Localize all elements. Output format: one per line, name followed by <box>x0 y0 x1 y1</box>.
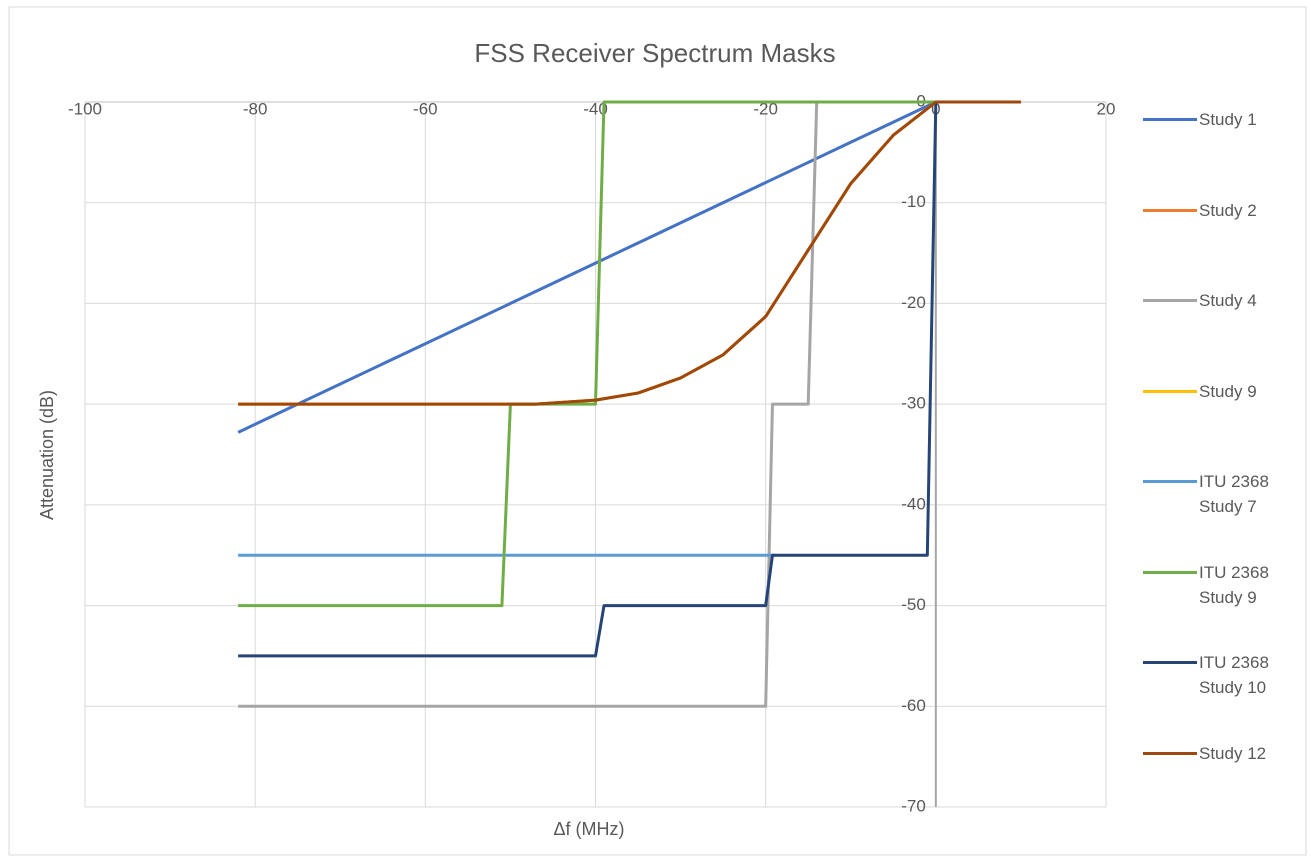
legend-item: ITU 2368 Study 10 <box>1143 650 1299 700</box>
series-line <box>238 100 1021 406</box>
legend-label: ITU 2368 Study 9 <box>1199 562 1269 607</box>
legend-swatch <box>1143 389 1197 393</box>
x-tick-label: -80 <box>243 99 268 118</box>
legend-item: Study 9 <box>1143 379 1299 404</box>
legend-swatch <box>1143 752 1197 755</box>
y-tick-label: -20 <box>901 293 926 312</box>
legend-item: Study 1 <box>1143 107 1299 132</box>
x-axis-label: Δf (MHz) <box>553 819 624 839</box>
y-tick-label: -60 <box>901 696 926 715</box>
series-line <box>238 100 1021 406</box>
x-tick-label: 20 <box>1097 99 1116 118</box>
y-tick-label: -40 <box>901 494 926 513</box>
y-tick-label: -30 <box>901 394 926 413</box>
legend-label: Study 2 <box>1199 200 1257 220</box>
legend-label: Study 4 <box>1199 291 1257 311</box>
series-line <box>238 101 938 658</box>
legend-swatch <box>1143 570 1197 574</box>
x-tick-label: -20 <box>753 99 778 118</box>
series-line <box>238 100 1021 406</box>
legend-item: ITU 2368 Study 7 <box>1143 469 1299 519</box>
legend-label: Study 9 <box>1199 381 1257 401</box>
y-tick-label: -10 <box>901 192 926 211</box>
legend-label: Study 1 <box>1199 110 1257 129</box>
legend-swatch <box>1143 208 1197 212</box>
y-tick-label: -50 <box>901 595 926 614</box>
y-tick-label: -70 <box>901 796 926 815</box>
legend-label: ITU 2368 Study 7 <box>1199 472 1269 517</box>
series-line <box>238 100 936 608</box>
legend-swatch <box>1143 118 1197 121</box>
x-tick-label: -60 <box>413 99 438 118</box>
chart-border <box>8 6 1307 856</box>
legend-item: ITU 2368 Study 9 <box>1143 560 1299 610</box>
legend-swatch <box>1143 480 1197 484</box>
x-tick-label: -40 <box>583 99 608 118</box>
series-line <box>237 100 937 434</box>
legend-item: Study 12 <box>1143 741 1299 766</box>
legend-item: Study 4 <box>1143 288 1299 313</box>
legend-label: Study 12 <box>1199 744 1267 763</box>
legend-swatch <box>1143 299 1197 303</box>
x-tick-label: -100 <box>68 99 102 118</box>
legend-item: Study 2 <box>1143 198 1299 223</box>
chart-title: FSS Receiver Spectrum Masks <box>474 38 835 68</box>
y-axis-label: Attenuation (dB) <box>37 390 57 520</box>
legend-label: ITU 2368 Study 10 <box>1199 653 1269 698</box>
legend-swatch <box>1143 661 1197 665</box>
